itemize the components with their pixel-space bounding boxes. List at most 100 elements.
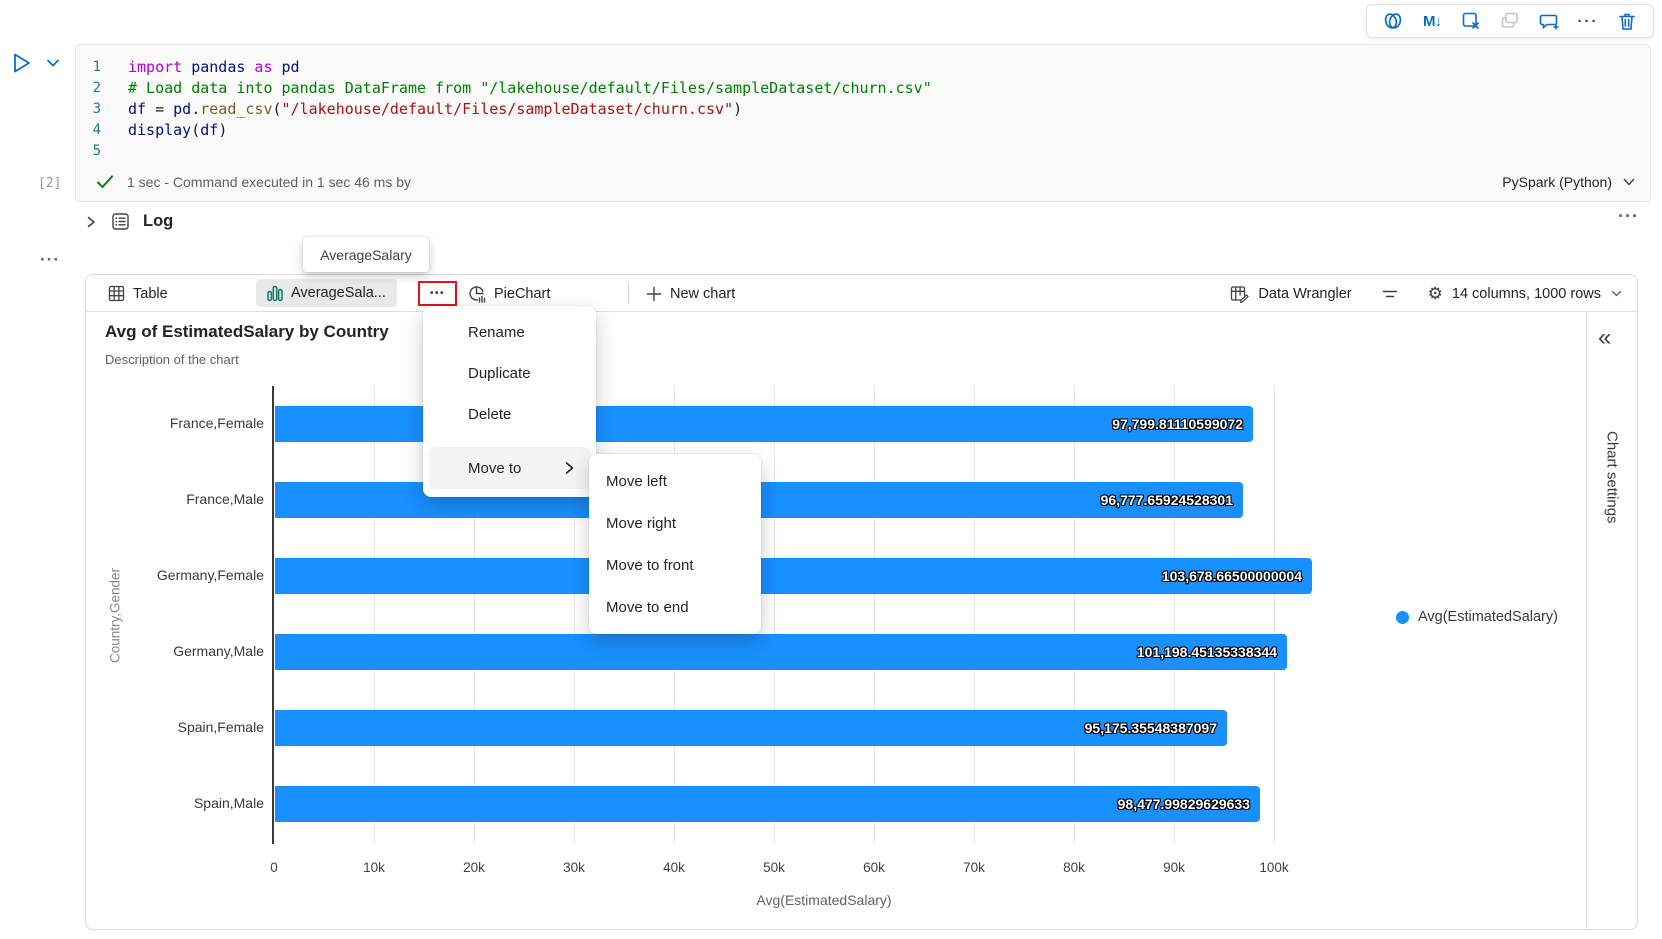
execution-count: [2] bbox=[38, 176, 61, 191]
delete-cell-icon[interactable] bbox=[1616, 10, 1638, 32]
run-options-chevron-icon[interactable] bbox=[44, 54, 62, 72]
bar-value-label: 101,198.45135338344 bbox=[1137, 644, 1287, 660]
copy-cell-icon[interactable] bbox=[1499, 10, 1521, 32]
menu-item-rename[interactable]: Rename bbox=[423, 312, 596, 353]
log-section-label: Log bbox=[143, 212, 173, 231]
tab-average-salary[interactable]: AverageSala... bbox=[256, 279, 397, 307]
filter-icon[interactable] bbox=[1379, 283, 1401, 305]
plus-icon bbox=[646, 286, 662, 302]
bar-germany-male[interactable]: 101,198.45135338344 bbox=[275, 634, 1287, 670]
columns-rows-dropdown[interactable]: ⚙ 14 columns, 1000 rows bbox=[1428, 285, 1623, 302]
tab-context-menu: Rename Duplicate Delete Move to bbox=[423, 306, 596, 497]
bar-value-label: 96,777.65924528301 bbox=[1101, 492, 1243, 508]
menu-item-delete[interactable]: Delete bbox=[423, 394, 596, 435]
gridline bbox=[374, 386, 375, 844]
run-status-text: 1 sec - Command executed in 1 sec 46 ms … bbox=[127, 174, 411, 190]
pie-chart-icon bbox=[468, 285, 486, 303]
menu-item-duplicate[interactable]: Duplicate bbox=[423, 353, 596, 394]
table-grid-icon bbox=[108, 285, 125, 302]
category-label: France,Female bbox=[86, 415, 264, 431]
gridline bbox=[974, 386, 975, 844]
results-panel: Table AverageSala... ••• PieChart bbox=[85, 274, 1638, 930]
x-tick-label: 10k bbox=[344, 860, 404, 875]
chevron-right-icon bbox=[84, 215, 98, 229]
gear-icon: ⚙ bbox=[1428, 285, 1443, 302]
success-check-icon bbox=[96, 174, 114, 190]
move-to-submenu: Move left Move right Move to front Move … bbox=[589, 454, 761, 634]
y-axis-line bbox=[272, 386, 274, 844]
log-more-icon[interactable]: ··· bbox=[1618, 206, 1639, 227]
bar-value-label: 95,175.35548387097 bbox=[1085, 720, 1227, 736]
code-text: import pandas as pd bbox=[128, 57, 300, 78]
code-cell[interactable]: 1import pandas as pd2# Load data into pa… bbox=[75, 44, 1651, 202]
chart-settings-rail[interactable]: Chart settings bbox=[1586, 367, 1638, 587]
code-line[interactable]: 1import pandas as pd bbox=[76, 57, 1650, 78]
code-line[interactable]: 5 bbox=[76, 141, 1650, 162]
line-number: 5 bbox=[76, 141, 128, 162]
tab-more-options-icon: ••• bbox=[430, 288, 445, 299]
menu-item-move-to[interactable]: Move to bbox=[429, 447, 590, 489]
bar-germany-female[interactable]: 103,678.66500000004 bbox=[275, 558, 1312, 594]
tab-average-salary-label: AverageSala... bbox=[291, 285, 386, 301]
add-comment-icon[interactable] bbox=[1538, 10, 1560, 32]
x-tick-label: 50k bbox=[744, 860, 804, 875]
submenu-item-move-left[interactable]: Move left bbox=[589, 460, 761, 502]
legend-label: Avg(EstimatedSalary) bbox=[1418, 609, 1558, 625]
gridline bbox=[874, 386, 875, 844]
run-cell-icon[interactable] bbox=[8, 50, 34, 76]
category-label: France,Male bbox=[86, 491, 264, 507]
clear-output-icon[interactable] bbox=[1460, 10, 1482, 32]
legend: Avg(EstimatedSalary) bbox=[1396, 609, 1558, 625]
new-chart-button[interactable]: New chart bbox=[646, 275, 735, 312]
x-tick-label: 40k bbox=[644, 860, 704, 875]
bar-spain-female[interactable]: 95,175.35548387097 bbox=[275, 710, 1227, 746]
expand-panel-icon[interactable]: « bbox=[1598, 324, 1611, 352]
submenu-item-move-right[interactable]: Move right bbox=[589, 502, 761, 544]
x-tick-label: 80k bbox=[1044, 860, 1104, 875]
x-tick-label: 100k bbox=[1244, 860, 1304, 875]
chevron-right-icon bbox=[561, 460, 577, 476]
cell-toolbar: M↓ ··· bbox=[1366, 4, 1654, 38]
line-number: 3 bbox=[76, 99, 128, 120]
x-axis-title: Avg(EstimatedSalary) bbox=[274, 892, 1374, 908]
chart-subtitle: Description of the chart bbox=[105, 352, 239, 367]
results-right-tools: Data Wrangler ⚙ 14 columns, 1000 rows bbox=[1230, 275, 1623, 312]
category-label: Spain,Male bbox=[86, 795, 264, 811]
line-number: 4 bbox=[76, 120, 128, 141]
line-number: 1 bbox=[76, 57, 128, 78]
code-line[interactable]: 3df = pd.read_csv("/lakehouse/default/Fi… bbox=[76, 99, 1650, 120]
y-axis-title: Country,Gender bbox=[104, 386, 126, 844]
cell-left-more-icon[interactable]: ··· bbox=[40, 250, 60, 270]
code-text: df = pd.read_csv("/lakehouse/default/Fil… bbox=[128, 99, 742, 120]
submenu-item-move-to-front[interactable]: Move to front bbox=[589, 544, 761, 586]
code-line[interactable]: 2# Load data into pandas DataFrame from … bbox=[76, 78, 1650, 99]
more-options-icon[interactable]: ··· bbox=[1577, 10, 1599, 32]
notebook-page: M↓ ··· [2] bbox=[0, 0, 1662, 939]
bar-france-female[interactable]: 97,799.81110599072 bbox=[275, 406, 1253, 442]
log-list-icon bbox=[111, 212, 130, 231]
x-tick-label: 0 bbox=[244, 860, 304, 875]
gridline bbox=[1074, 386, 1075, 844]
bar-value-label: 97,799.81110599072 bbox=[1112, 416, 1253, 432]
results-tab-bar: Table AverageSala... ••• PieChart bbox=[86, 275, 1637, 312]
code-line[interactable]: 4display(df) bbox=[76, 120, 1650, 141]
menu-item-move-to-label: Move to bbox=[468, 460, 521, 477]
chart-title: Avg of EstimatedSalary by Country bbox=[105, 322, 389, 342]
chevron-down-icon bbox=[1622, 175, 1636, 189]
submenu-item-move-to-end[interactable]: Move to end bbox=[589, 586, 761, 628]
bar-chart-icon bbox=[267, 285, 283, 302]
tab-more-options-button[interactable]: ••• bbox=[418, 281, 457, 306]
tab-separator bbox=[628, 283, 629, 304]
bar-spain-male[interactable]: 98,477.99829629633 bbox=[275, 786, 1260, 822]
code-text: display(df) bbox=[128, 120, 227, 141]
category-label: Spain,Female bbox=[86, 719, 264, 735]
columns-rows-label: 14 columns, 1000 rows bbox=[1452, 286, 1601, 302]
kernel-selector[interactable]: PySpark (Python) bbox=[1502, 174, 1636, 190]
log-section-toggle[interactable]: Log bbox=[84, 212, 173, 231]
copilot-icon[interactable] bbox=[1382, 10, 1404, 32]
kernel-label: PySpark (Python) bbox=[1502, 174, 1612, 190]
data-wrangler-button[interactable]: Data Wrangler bbox=[1230, 285, 1351, 303]
bar-value-label: 103,678.66500000004 bbox=[1162, 568, 1312, 584]
tab-table[interactable]: Table bbox=[108, 275, 168, 312]
markdown-icon[interactable]: M↓ bbox=[1421, 10, 1443, 32]
